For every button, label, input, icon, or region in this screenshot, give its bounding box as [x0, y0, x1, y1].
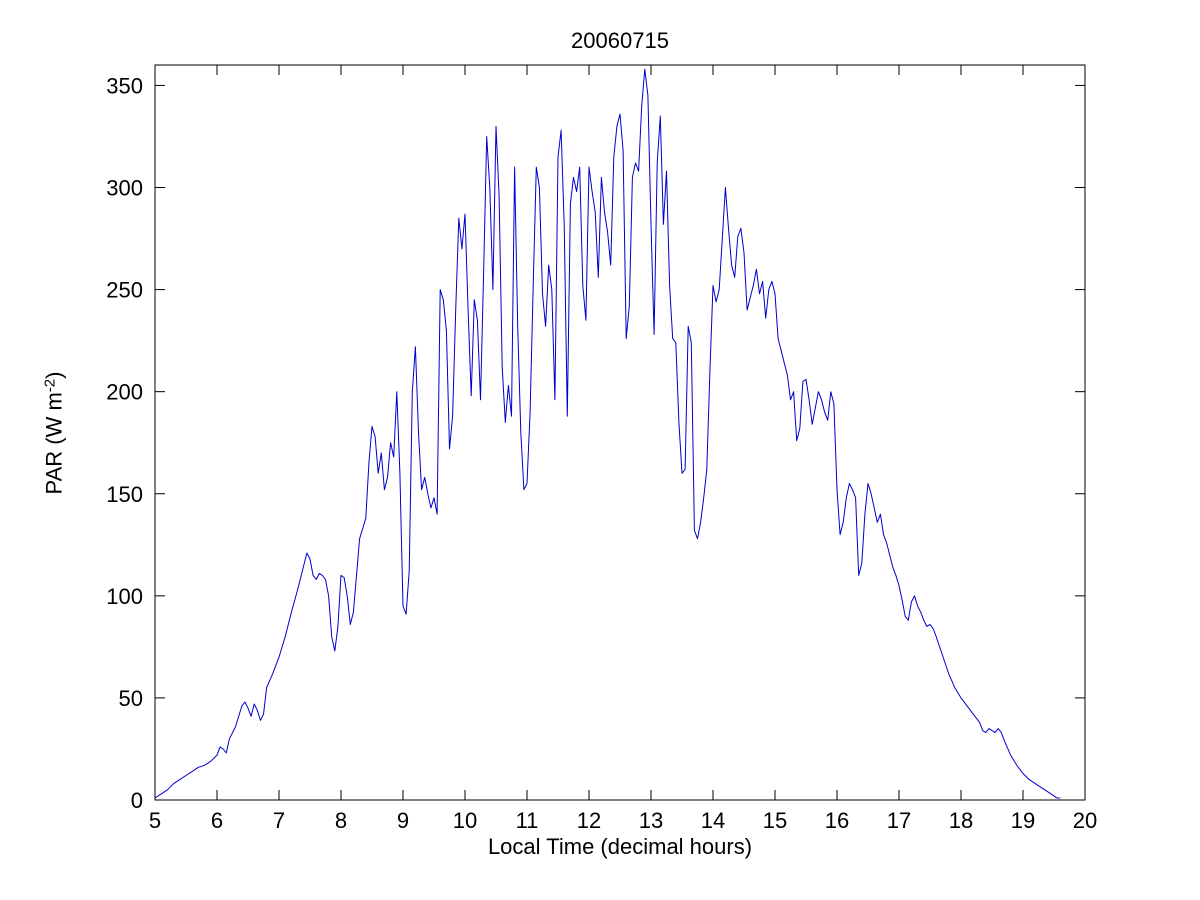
- y-axis-label-text: PAR (W m: [41, 392, 67, 495]
- x-tick-label: 15: [763, 808, 787, 833]
- x-tick-label: 16: [825, 808, 849, 833]
- x-axis-label: Local Time (decimal hours): [487, 834, 753, 859]
- plot-box: [154, 64, 1086, 801]
- y-tick-label: 150: [106, 482, 143, 507]
- x-tick-label: 17: [887, 808, 911, 833]
- y-tick-label: 100: [106, 584, 143, 609]
- x-tick-label: 11: [516, 808, 539, 833]
- y-tick-label: 200: [106, 380, 143, 405]
- y-axis-label: PAR (W m-2): [42, 66, 68, 801]
- x-tick-label: 8: [335, 808, 347, 833]
- x-tick-label: 19: [1011, 808, 1035, 833]
- chart-title: 20060715: [571, 28, 669, 53]
- x-tick-label: 14: [701, 808, 725, 833]
- x-tick-label: 13: [639, 808, 663, 833]
- x-tick-label: 18: [949, 808, 973, 833]
- x-tick-label: 20: [1073, 808, 1097, 833]
- y-tick-label: 300: [106, 176, 143, 201]
- x-tick-label: 10: [453, 808, 477, 833]
- x-tick-label: 9: [397, 808, 409, 833]
- y-tick-label: 0: [131, 788, 143, 813]
- x-tick-label: 5: [149, 808, 161, 833]
- par-line: [154, 68, 1061, 799]
- y-tick-label: 250: [106, 278, 143, 303]
- y-tick-label: 50: [119, 686, 143, 711]
- x-tick-label: 6: [211, 808, 223, 833]
- x-tick-label: 7: [273, 808, 285, 833]
- y-tick-label: 350: [106, 73, 143, 98]
- y-axis-label-superscript: -2: [41, 378, 59, 393]
- x-tick-label: 12: [577, 808, 601, 833]
